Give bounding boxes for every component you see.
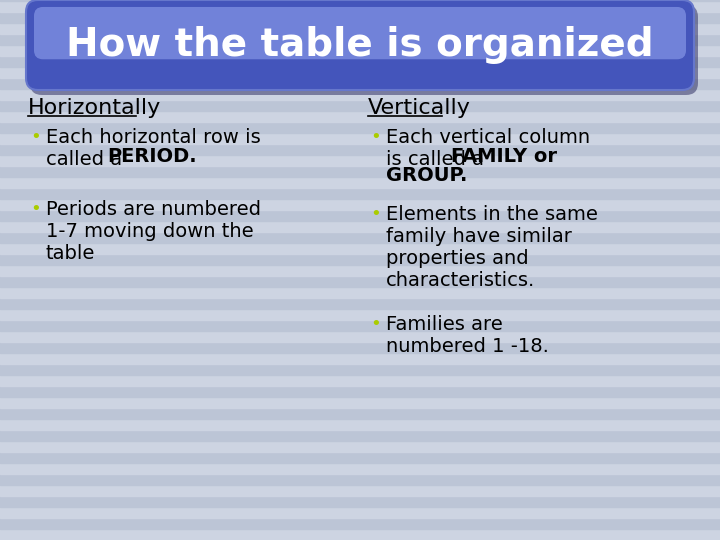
Bar xyxy=(0,529,720,540)
Bar xyxy=(0,78,720,89)
Bar xyxy=(0,309,720,320)
Bar xyxy=(0,188,720,199)
Bar xyxy=(0,1,720,12)
Bar xyxy=(0,331,720,342)
Text: •: • xyxy=(30,128,41,146)
Bar xyxy=(0,177,720,188)
Bar xyxy=(0,375,720,386)
Bar xyxy=(0,221,720,232)
Bar xyxy=(0,210,720,221)
FancyBboxPatch shape xyxy=(30,5,698,95)
Bar xyxy=(0,419,720,430)
Text: •: • xyxy=(30,200,41,218)
Bar xyxy=(0,496,720,507)
Bar xyxy=(0,353,720,364)
Text: •: • xyxy=(370,128,381,146)
Bar xyxy=(0,122,720,133)
Bar xyxy=(0,0,720,1)
Bar xyxy=(0,12,720,23)
Bar xyxy=(0,320,720,331)
Bar xyxy=(0,298,720,309)
Bar xyxy=(0,463,720,474)
Bar xyxy=(0,199,720,210)
Bar xyxy=(0,430,720,441)
Bar xyxy=(0,287,720,298)
FancyBboxPatch shape xyxy=(26,0,694,90)
Bar xyxy=(0,67,720,78)
Bar xyxy=(0,111,720,122)
Text: Each vertical column
is called a: Each vertical column is called a xyxy=(386,128,590,169)
Bar xyxy=(0,45,720,56)
Text: Elements in the same
family have similar
properties and
characteristics.: Elements in the same family have similar… xyxy=(386,205,598,290)
Bar xyxy=(0,397,720,408)
Text: GROUP.: GROUP. xyxy=(386,166,467,185)
Text: Vertically: Vertically xyxy=(368,98,471,118)
Text: Periods are numbered
1-7 moving down the
table: Periods are numbered 1-7 moving down the… xyxy=(46,200,261,263)
Text: Each horizontal row is
called a: Each horizontal row is called a xyxy=(46,128,261,169)
Bar xyxy=(0,34,720,45)
Text: How the table is organized: How the table is organized xyxy=(66,26,654,64)
Bar xyxy=(0,485,720,496)
Bar xyxy=(0,89,720,100)
Bar xyxy=(0,144,720,155)
Bar xyxy=(0,254,720,265)
Bar xyxy=(0,133,720,144)
Bar xyxy=(0,276,720,287)
Bar xyxy=(0,23,720,34)
Text: •: • xyxy=(370,315,381,333)
Text: Horizontally: Horizontally xyxy=(28,98,161,118)
Bar xyxy=(0,518,720,529)
Bar xyxy=(0,265,720,276)
Bar xyxy=(0,56,720,67)
FancyBboxPatch shape xyxy=(34,7,686,59)
Bar xyxy=(0,408,720,419)
Bar xyxy=(0,100,720,111)
Bar xyxy=(0,155,720,166)
Bar xyxy=(0,386,720,397)
Bar xyxy=(0,452,720,463)
Text: •: • xyxy=(370,205,381,223)
Bar xyxy=(0,441,720,452)
Bar xyxy=(0,342,720,353)
Bar xyxy=(0,474,720,485)
Text: Families are
numbered 1 -18.: Families are numbered 1 -18. xyxy=(386,315,549,356)
Bar xyxy=(0,507,720,518)
Text: PERIOD.: PERIOD. xyxy=(107,147,197,166)
Bar xyxy=(0,166,720,177)
Text: FAMILY or: FAMILY or xyxy=(451,147,557,166)
Bar xyxy=(0,232,720,243)
Bar xyxy=(0,243,720,254)
Bar xyxy=(0,364,720,375)
